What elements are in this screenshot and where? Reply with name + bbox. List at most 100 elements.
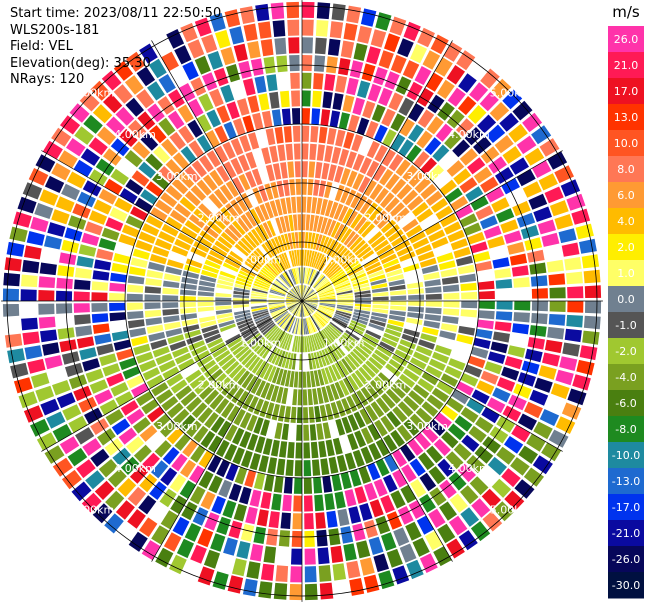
range-gate <box>374 349 390 362</box>
range-gate <box>209 342 226 354</box>
range-gate <box>303 407 309 424</box>
range-gate <box>412 237 430 250</box>
range-gate <box>88 137 108 156</box>
range-gate <box>338 379 350 396</box>
range-gate <box>480 176 499 193</box>
range-gate <box>512 100 533 121</box>
range-gate <box>280 512 291 529</box>
range-gate <box>211 215 227 230</box>
range-gate <box>371 312 388 319</box>
range-gate <box>313 370 320 387</box>
range-gate <box>52 424 73 442</box>
range-gate <box>64 227 83 242</box>
range-gate <box>495 311 513 321</box>
range-gate <box>328 241 339 257</box>
range-gate <box>232 220 246 236</box>
range-gate <box>360 427 374 445</box>
range-gate <box>559 356 578 371</box>
range-gate <box>303 424 310 441</box>
range-gate <box>225 333 241 345</box>
range-gate <box>185 258 203 269</box>
range-gate <box>425 301 442 307</box>
range-gate <box>330 402 340 419</box>
range-gate <box>390 490 406 509</box>
range-gate <box>313 215 320 232</box>
range-gate <box>384 33 401 53</box>
range-gate <box>373 210 388 226</box>
range-gate <box>76 336 95 349</box>
range-gate <box>57 265 75 277</box>
range-gate <box>531 301 548 312</box>
range-gate <box>240 325 256 336</box>
range-gate <box>511 424 531 443</box>
azimuth-line <box>301 300 453 562</box>
range-gate <box>372 301 389 305</box>
range-gate <box>139 425 158 442</box>
range-gate <box>460 485 479 505</box>
range-gate <box>443 221 462 235</box>
range-gate <box>94 333 112 345</box>
range-gate <box>155 353 173 366</box>
range-gate <box>253 250 267 264</box>
range-gate <box>165 185 183 201</box>
range-gate <box>222 500 237 519</box>
range-gate <box>323 218 333 235</box>
range-gate <box>310 352 317 370</box>
range-gate <box>555 416 576 434</box>
range-gate <box>285 197 292 214</box>
range-gate <box>160 192 178 208</box>
range-gate <box>313 477 323 494</box>
range-gate <box>74 314 91 325</box>
range-gate <box>298 371 302 388</box>
range-gate <box>327 164 337 181</box>
range-gate <box>142 367 161 381</box>
range-gate <box>328 528 341 546</box>
colorbar-swatch <box>608 26 644 53</box>
range-gate <box>245 506 258 525</box>
range-gate <box>77 191 96 208</box>
range-gate <box>61 183 80 201</box>
range-gate <box>39 189 59 206</box>
range-gate <box>524 348 543 363</box>
start-time-text: Start time: 2023/08/11 22:50:50 <box>10 6 222 21</box>
range-gate <box>354 243 369 256</box>
range-gate <box>298 232 302 248</box>
range-gate <box>363 333 380 344</box>
range-gate <box>477 114 497 134</box>
range-gate <box>287 232 294 250</box>
range-gate <box>90 418 109 435</box>
range-gate <box>306 268 313 285</box>
range-gate <box>372 304 389 310</box>
range-gate <box>274 310 288 321</box>
range-gate <box>370 315 387 323</box>
range-gate <box>408 301 425 307</box>
range-gate <box>280 234 288 251</box>
range-gate <box>379 341 395 353</box>
range-gate <box>327 324 341 337</box>
range-gate <box>388 314 406 322</box>
range-gate <box>397 506 414 525</box>
range-gate <box>85 368 104 383</box>
range-gate <box>309 424 317 441</box>
range-gate <box>245 211 257 227</box>
range-gate <box>302 297 318 301</box>
range-gate <box>112 447 131 466</box>
range-gate <box>253 283 269 291</box>
range-gate <box>394 379 411 394</box>
range-gate <box>30 216 49 233</box>
range-gate <box>141 540 161 561</box>
range-gate <box>281 351 289 368</box>
range-gate <box>356 117 370 136</box>
range-gate <box>204 512 220 531</box>
range-gate <box>91 281 109 291</box>
range-gate <box>270 2 285 20</box>
range-gate <box>413 151 430 169</box>
range-gate <box>82 358 100 372</box>
range-gate <box>494 321 512 332</box>
range-gate <box>96 248 114 261</box>
range-gate <box>209 12 226 32</box>
range-gate <box>425 293 442 300</box>
range-gate <box>146 269 164 279</box>
range-gate <box>238 60 252 79</box>
range-gate <box>453 246 471 259</box>
